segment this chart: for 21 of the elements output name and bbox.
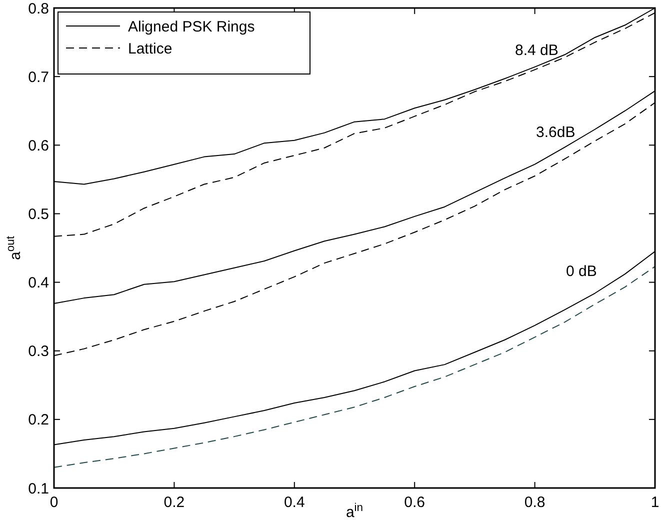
y-tick-label: 0.5 — [28, 206, 49, 223]
y-tick-label: 0.7 — [28, 68, 49, 86]
x-tick-label: 0 — [50, 494, 58, 511]
y-tick-label: 0.3 — [28, 343, 49, 360]
x-axis-title: a$^{in}$ — [346, 502, 364, 521]
y-tick-label: 0.6 — [28, 137, 49, 154]
y-tick-label: 0.4 — [28, 274, 49, 292]
x-tick-label: 0.8 — [524, 494, 546, 511]
x-tick-label: 1 — [650, 494, 660, 511]
annotation: 0 dB — [566, 263, 597, 280]
annotation: 8.4 dB — [515, 42, 558, 59]
y-tick-label: 0.8 — [28, 0, 49, 18]
y-tick-label: 0.2 — [28, 412, 49, 429]
x-tick-label: 0.6 — [404, 494, 426, 511]
annotation: 3.6dB — [536, 124, 576, 141]
x-tick-label: 0.2 — [164, 494, 185, 511]
legend-label: Aligned PSK Rings — [128, 18, 255, 36]
line-series — [54, 266, 656, 468]
x-tick-label: 0.4 — [284, 494, 305, 511]
y-tick-label: 0.1 — [28, 480, 49, 498]
legend-label: Lattice — [128, 40, 172, 58]
